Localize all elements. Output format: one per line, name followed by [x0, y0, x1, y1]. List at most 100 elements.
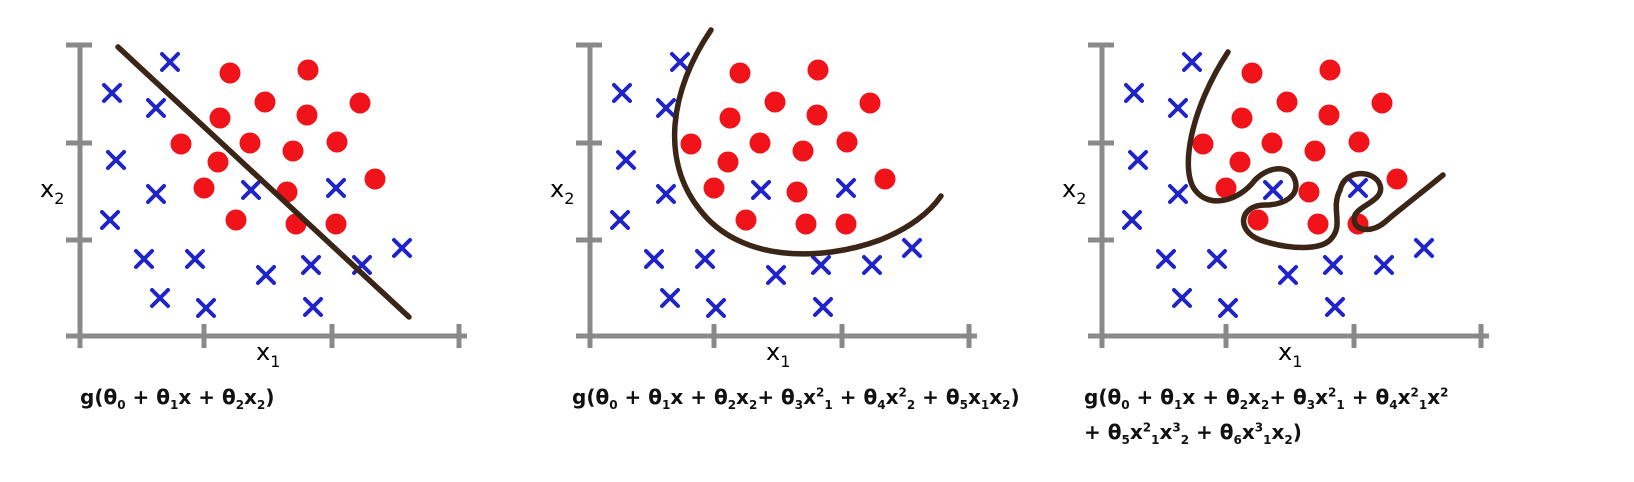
- formula-sub: 1: [1263, 433, 1272, 447]
- cross-point: [1263, 180, 1283, 200]
- cross-point: [241, 180, 261, 200]
- formula-text: x + θ: [1182, 385, 1240, 409]
- formula-text: + θ: [125, 385, 170, 409]
- x-axis-label-main: x: [766, 338, 780, 366]
- cross-point: [102, 83, 122, 103]
- hypothesis-formula-high-order: + θ5x21x32 + θ6x31x2): [1084, 420, 1302, 447]
- dot-point: [807, 59, 829, 81]
- dot-point: [193, 177, 215, 199]
- formula-sub: 2: [1002, 398, 1011, 412]
- x-axis-label-sub: 1: [780, 352, 790, 371]
- cross-point: [1278, 265, 1298, 285]
- formula-text: + θ: [1129, 385, 1174, 409]
- x-axis-label-main: x: [1278, 338, 1292, 366]
- cross-point: [146, 98, 166, 118]
- cross-point: [902, 238, 922, 258]
- dot-point: [1304, 140, 1326, 162]
- formula-sub: 1: [824, 398, 833, 412]
- formula-text: x: [1159, 420, 1173, 444]
- x-axis-label-sub: 1: [270, 352, 280, 371]
- formula-sub: 6: [1233, 433, 1242, 447]
- dot-point: [209, 107, 231, 129]
- formula-sup: 2: [1410, 385, 1419, 400]
- dot-point: [326, 131, 348, 153]
- formula-sub: 2: [1180, 433, 1190, 447]
- formula-sub: 1: [1336, 398, 1345, 412]
- dot-point: [219, 62, 241, 84]
- formula-text: x: [1397, 385, 1411, 409]
- formula-text: ): [1292, 420, 1302, 444]
- formula-sup: 3: [1172, 420, 1181, 435]
- formula-sup: 2: [898, 385, 907, 400]
- cross-point: [1122, 210, 1142, 230]
- dot-point: [1192, 133, 1214, 155]
- decision-boundary-curve: [115, 44, 412, 320]
- x-axis-label: x1: [766, 338, 790, 371]
- cross-point: [706, 298, 726, 318]
- dot-point: [1229, 151, 1251, 173]
- cross-point: [1414, 238, 1434, 258]
- cross-point: [670, 52, 690, 72]
- dot-point: [254, 91, 276, 113]
- formula-sub: 5: [1121, 433, 1130, 447]
- y-axis-label-sub: 2: [564, 189, 574, 208]
- dot-point: [296, 104, 318, 126]
- decision-boundary-curve: [1185, 49, 1446, 251]
- formula-text: x: [244, 385, 257, 409]
- formula-text: x: [1427, 385, 1441, 409]
- class-dot-points: [1192, 59, 1408, 235]
- formula-text: x: [989, 385, 1003, 409]
- formula-text: + θ: [1269, 385, 1307, 409]
- decision-boundary-curve: [671, 27, 944, 257]
- axes: [1088, 42, 1489, 348]
- formula-text: x: [1248, 385, 1261, 409]
- x-axis-label-sub: 1: [1292, 352, 1302, 371]
- dot-point: [806, 104, 828, 126]
- cross-point: [160, 52, 180, 72]
- dot-point: [735, 209, 757, 231]
- dot-point: [1215, 177, 1237, 199]
- panel-high-order: x1x2: [1062, 42, 1489, 371]
- cross-point: [862, 255, 882, 275]
- cross-point: [1323, 255, 1343, 275]
- dot-point: [680, 133, 702, 155]
- formula-text: g(θ: [80, 385, 118, 409]
- class-cross-points: [610, 52, 922, 318]
- cross-point: [392, 238, 412, 258]
- class-dot-points: [680, 59, 896, 235]
- formula-sub: 1: [1174, 398, 1183, 412]
- cross-point: [1156, 249, 1176, 269]
- dot-point: [1386, 168, 1408, 190]
- formula-text: x: [885, 385, 899, 409]
- cross-point: [1207, 249, 1227, 269]
- axes: [66, 42, 467, 348]
- formula-text: x: [967, 385, 981, 409]
- cross-point: [836, 178, 856, 198]
- formula-sup: 2: [1142, 420, 1152, 435]
- dot-point: [717, 151, 739, 173]
- dot-point: [170, 133, 192, 155]
- cross-point: [303, 297, 323, 317]
- formula-sup: 2: [1440, 385, 1449, 400]
- formula-sub: 2: [256, 398, 266, 412]
- panel-linear: x1x2: [40, 42, 467, 371]
- formula-sub: 1: [1418, 398, 1428, 412]
- dot-point: [764, 91, 786, 113]
- cross-point: [695, 249, 715, 269]
- formula-sub: 1: [980, 398, 990, 412]
- formula-sup: 3: [1254, 420, 1264, 435]
- cross-point: [660, 288, 680, 308]
- formula-sub: 1: [662, 398, 671, 412]
- formula-sup: 2: [816, 385, 825, 400]
- formula-text: ): [265, 385, 275, 409]
- cross-point: [106, 150, 126, 170]
- cross-point: [616, 150, 636, 170]
- dot-point: [729, 62, 751, 84]
- cross-point: [751, 180, 771, 200]
- dot-point: [835, 213, 857, 235]
- cross-point: [1182, 52, 1202, 72]
- cross-point: [1325, 297, 1345, 317]
- formula-sub: 5: [959, 398, 968, 412]
- class-dot-points: [170, 59, 386, 235]
- cross-point: [150, 288, 170, 308]
